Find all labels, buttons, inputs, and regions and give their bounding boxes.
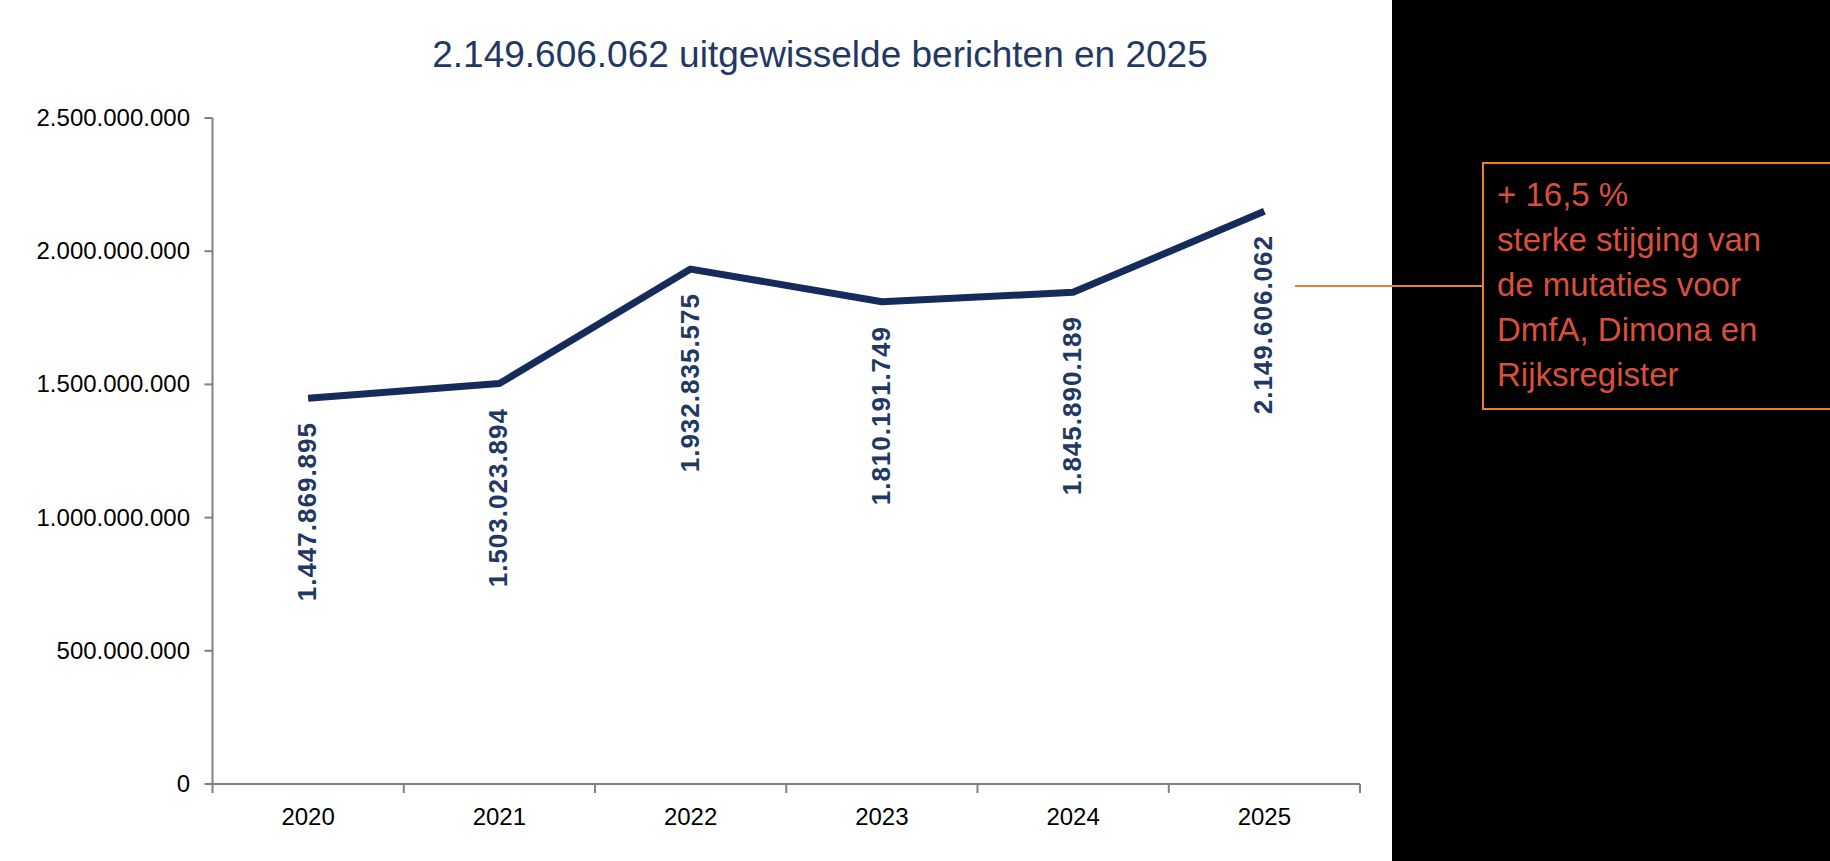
y-axis-tick-label: 500.000.000 <box>30 636 190 666</box>
x-axis-label: 2020 <box>248 802 368 832</box>
value-label: 1.810.191.749 <box>866 326 897 505</box>
annotation-line: sterke stijging van <box>1497 217 1830 262</box>
y-axis-tick-label: 2.500.000.000 <box>30 103 190 133</box>
data-line <box>308 211 1264 398</box>
x-axis-label: 2023 <box>822 802 942 832</box>
y-axis-tick-label: 1.000.000.000 <box>30 503 190 533</box>
value-label: 1.932.835.575 <box>675 293 706 472</box>
x-axis-label: 2025 <box>1204 802 1324 832</box>
x-axis-label: 2021 <box>439 802 559 832</box>
side-black-band <box>1392 0 1830 861</box>
y-axis-tick-label: 2.000.000.000 <box>30 236 190 266</box>
value-label: 1.503.023.894 <box>483 408 514 587</box>
annotation-box: + 16,5 % sterke stijging van de mutaties… <box>1482 162 1830 410</box>
value-label: 1.845.890.189 <box>1057 316 1088 495</box>
value-label: 2.149.606.062 <box>1248 235 1279 414</box>
chart-page: 2.149.606.062 uitgewisselde berichten en… <box>0 0 1830 861</box>
annotation-line: + 16,5 % <box>1497 172 1830 217</box>
annotation-line: DmfA, Dimona en <box>1497 307 1830 352</box>
y-axis-tick-label: 1.500.000.000 <box>30 369 190 399</box>
callout-connector-line <box>1295 285 1483 287</box>
x-axis-label: 2022 <box>631 802 751 832</box>
annotation-line: Rijksregister <box>1497 352 1830 397</box>
y-axis-tick-label: 0 <box>30 769 190 799</box>
x-axis-label: 2024 <box>1013 802 1133 832</box>
annotation-line: de mutaties voor <box>1497 262 1830 307</box>
value-label: 1.447.869.895 <box>292 422 323 601</box>
